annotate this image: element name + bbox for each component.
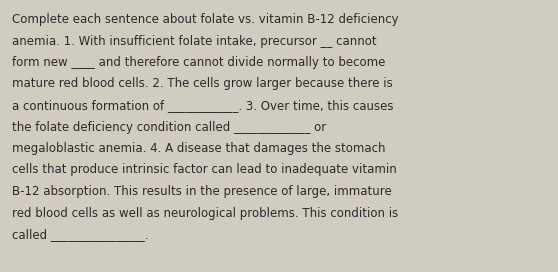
Text: the folate deficiency condition called _____________ or: the folate deficiency condition called _… (12, 120, 326, 134)
Text: megaloblastic anemia. 4. A disease that damages the stomach: megaloblastic anemia. 4. A disease that … (12, 142, 386, 155)
Text: Complete each sentence about folate vs. vitamin B-12 deficiency: Complete each sentence about folate vs. … (12, 13, 398, 26)
Text: mature red blood cells. 2. The cells grow larger because there is: mature red blood cells. 2. The cells gro… (12, 78, 393, 91)
Text: red blood cells as well as neurological problems. This condition is: red blood cells as well as neurological … (12, 206, 398, 220)
Text: B-12 absorption. This results in the presence of large, immature: B-12 absorption. This results in the pre… (12, 185, 392, 198)
Text: anemia. 1. With insufficient folate intake, precursor __ cannot: anemia. 1. With insufficient folate inta… (12, 35, 377, 48)
Text: called ________________.: called ________________. (12, 228, 148, 241)
Text: cells that produce intrinsic factor can lead to inadequate vitamin: cells that produce intrinsic factor can … (12, 163, 397, 177)
Text: form new ____ and therefore cannot divide normally to become: form new ____ and therefore cannot divid… (12, 56, 386, 69)
Text: a continuous formation of ____________. 3. Over time, this causes: a continuous formation of ____________. … (12, 99, 393, 112)
